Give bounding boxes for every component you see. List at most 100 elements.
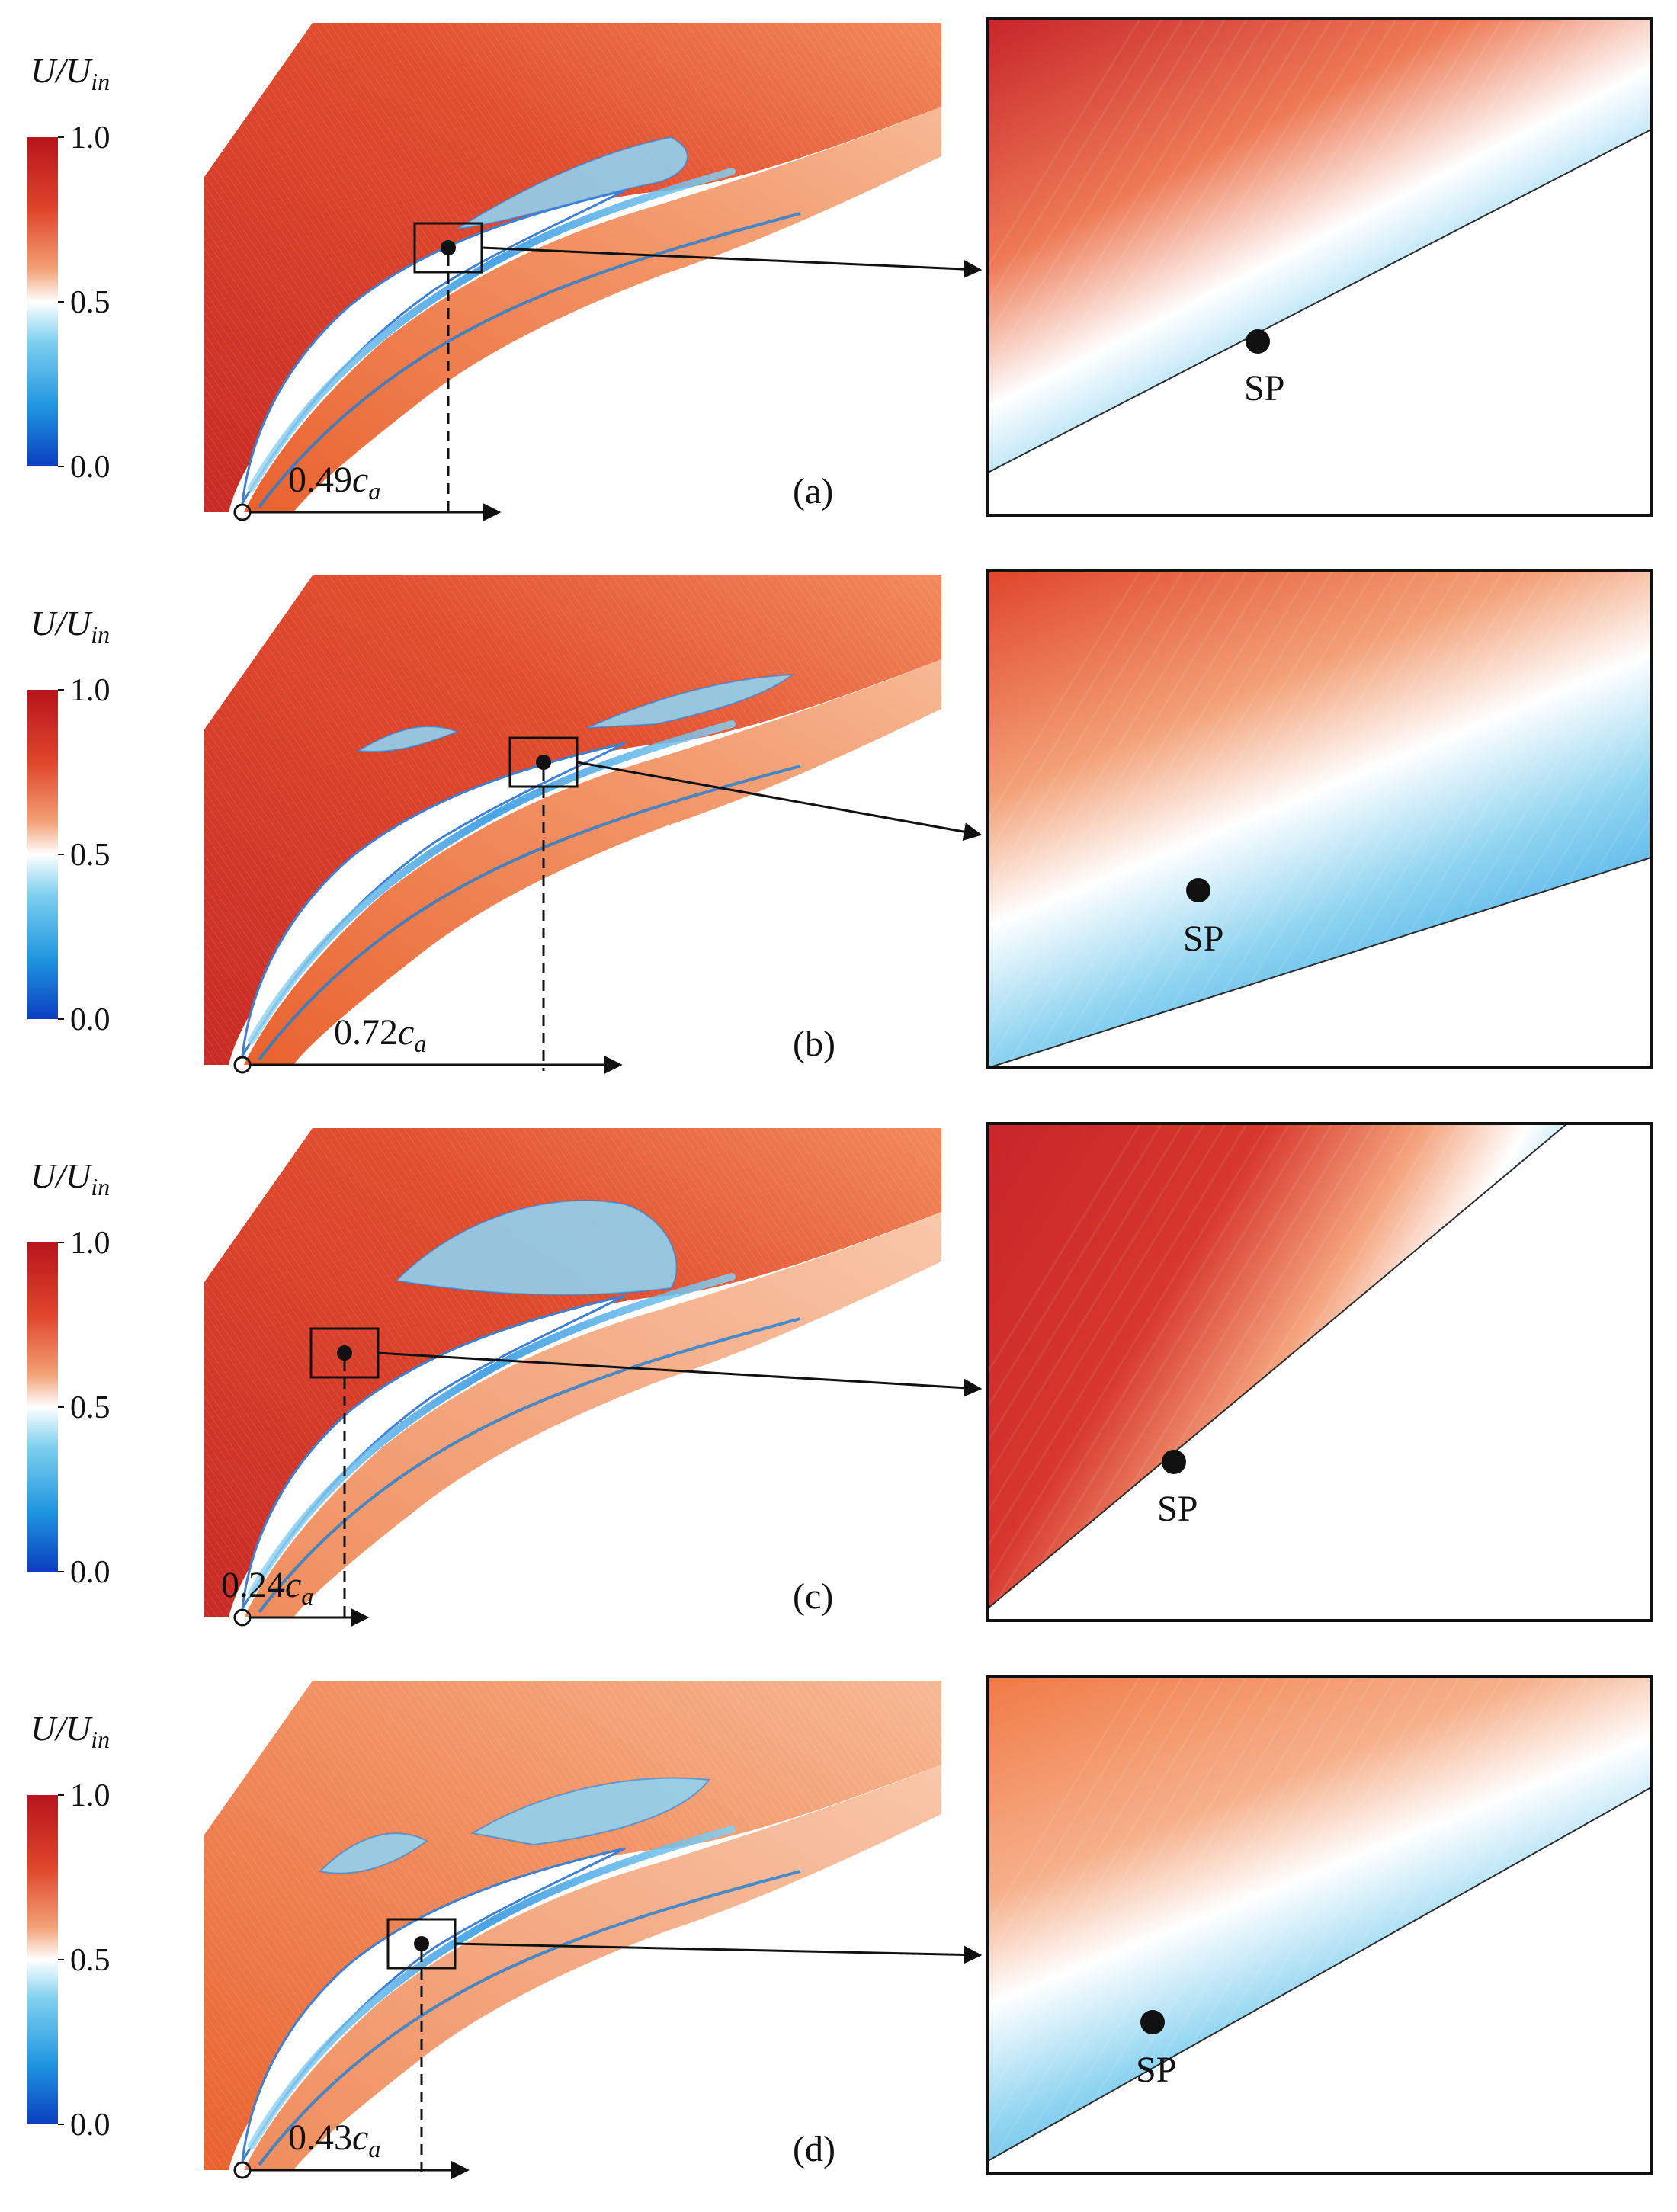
zoom-streakline <box>988 1124 1227 1514</box>
zoom-streakline <box>988 18 1291 513</box>
colorbar-label-subscript: in <box>91 620 110 648</box>
panel-c: U/Uin 1.0 0.5 0.0 0.24ca (c) SP <box>27 1122 1677 1627</box>
separation-outline <box>457 136 688 229</box>
zoom-streakline <box>1474 1332 1651 1621</box>
zoom-streakline <box>1026 1676 1334 2173</box>
zoom-streakline <box>1432 710 1651 1068</box>
panel-a: U/Uin 1.0 0.5 0.0 0.49ca (a) SP <box>27 17 1653 521</box>
flow-field: 0.49ca (a) <box>204 23 941 521</box>
zoom-streakline <box>1154 571 1462 1068</box>
colorbar-tick-label: 0.5 <box>70 1390 111 1425</box>
zoom-streakline <box>1668 571 1677 1068</box>
colorbar-label: U/Uin <box>30 51 110 95</box>
zoom-frame <box>986 1122 1653 1622</box>
pressure-side-streak <box>258 212 801 508</box>
zoom-streakline <box>1538 1437 1651 1621</box>
zoom-streakline <box>988 18 1163 304</box>
zoom-streakline <box>1538 332 1651 515</box>
zoom-streakline <box>1090 571 1398 1068</box>
zoom-content <box>988 571 1677 1068</box>
zoom-streakline <box>1261 1676 1569 2173</box>
zoom-streakline <box>1389 1746 1651 2173</box>
distance-label: 0.49ca <box>288 460 380 505</box>
separation-outline <box>318 1777 710 1874</box>
colorbar-label-subscript: in <box>91 68 110 95</box>
colorbar-gradient <box>27 690 58 1019</box>
colorbar-gradient <box>27 137 58 466</box>
zoom-streakline <box>1218 1676 1526 2173</box>
zoom-streakline <box>988 18 1227 409</box>
flow-field: 0.43ca (d) <box>204 1681 941 2179</box>
pressure-side-streak <box>258 1317 801 1614</box>
zoom-streakline <box>1303 571 1611 1068</box>
zoom-streakline <box>1005 18 1313 515</box>
zoom-streakline <box>1069 18 1377 515</box>
colorbar-tick-label: 0.0 <box>70 1555 111 1590</box>
zoom-streakline <box>1197 1676 1505 2173</box>
pressure-side-streak <box>258 765 801 1061</box>
zoom-streakline <box>1368 53 1651 515</box>
boundary-layer-streak <box>248 168 736 492</box>
zoom-connector-arrow <box>377 1351 983 1397</box>
zoom-streakline <box>988 18 1185 339</box>
colorbar: U/Uin 1.0 0.5 0.0 <box>27 604 111 1037</box>
colorbar-tick-label: 1.0 <box>70 120 111 155</box>
colorbar-tick-label: 0.5 <box>70 838 111 873</box>
colorbar-gradient <box>27 1795 58 2124</box>
boundary-layer-streak <box>248 1826 736 2149</box>
zoom-streakline <box>1668 1676 1677 2173</box>
colorbar-tick-label: 0.0 <box>70 450 111 485</box>
colorbar-tick-label: 1.0 <box>70 673 111 708</box>
zoom-streakline <box>1197 1124 1505 1621</box>
zoom-streakline <box>1325 1676 1633 2173</box>
zoom-streakline <box>1111 1124 1419 1621</box>
zoom-streakline <box>1175 571 1483 1068</box>
zoom-streakline <box>1410 1781 1651 2173</box>
zoom-streakline <box>988 1124 1142 1374</box>
zoom-streakline <box>1602 1541 1651 1621</box>
zoom-streakline <box>1474 227 1651 515</box>
zoom-streakline <box>1175 1676 1483 2173</box>
zoom-streakline <box>1133 18 1441 515</box>
zoom-streakline <box>988 571 1227 961</box>
zoom-view: SP <box>986 1122 1677 1622</box>
zoom-streakline <box>988 18 1142 269</box>
distance-subscript: a <box>368 2135 380 2162</box>
zoom-streakline <box>1668 1124 1677 1621</box>
distance-value: 0.43 <box>288 2117 352 2158</box>
zoom-streakline <box>1069 1124 1377 1621</box>
colorbar-label: U/Uin <box>30 1709 110 1753</box>
lower-flow-region <box>244 1765 941 2170</box>
zoom-streakline <box>1325 571 1633 1068</box>
zoom-streakline <box>1133 1124 1441 1621</box>
zoom-streakline <box>1154 18 1462 515</box>
zoom-streakline <box>988 1676 1185 1997</box>
distance-chord-symbol: c <box>352 460 368 500</box>
sp-marker-large <box>1246 329 1270 354</box>
zoom-streakline <box>1346 18 1651 515</box>
zoom-streakline <box>1432 1262 1651 1621</box>
upper-flow-streaklines <box>204 1681 941 2170</box>
pressure-side-streak <box>258 1870 801 2166</box>
colorbar: U/Uin 1.0 0.5 0.0 <box>27 51 111 485</box>
zoom-streakline <box>1239 571 1547 1068</box>
colorbar-tick-label: 1.0 <box>70 1226 111 1261</box>
lower-flow-region <box>244 1212 941 1617</box>
zoom-streakline <box>1090 1676 1398 2173</box>
zoom-streakline <box>1005 571 1313 1068</box>
zoom-streakline <box>1197 18 1505 515</box>
zoom-content <box>988 1676 1677 2173</box>
zoom-streakline <box>1410 123 1651 515</box>
zoom-frame <box>986 17 1653 517</box>
zoom-streakline <box>988 1124 1291 1618</box>
sp-label: SP <box>1183 918 1223 959</box>
zoom-streakline <box>1133 1676 1441 2173</box>
distance-value: 0.24 <box>221 1565 285 1605</box>
sp-marker-large <box>1162 1450 1186 1474</box>
zoom-streakline <box>988 1124 1206 1479</box>
zoom-streakline <box>988 1676 1291 2171</box>
zoom-streakline <box>1517 1954 1651 2173</box>
sp-label: SP <box>1244 368 1284 409</box>
zoom-streakline <box>1410 675 1651 1068</box>
zoom-streakline <box>1069 571 1377 1068</box>
